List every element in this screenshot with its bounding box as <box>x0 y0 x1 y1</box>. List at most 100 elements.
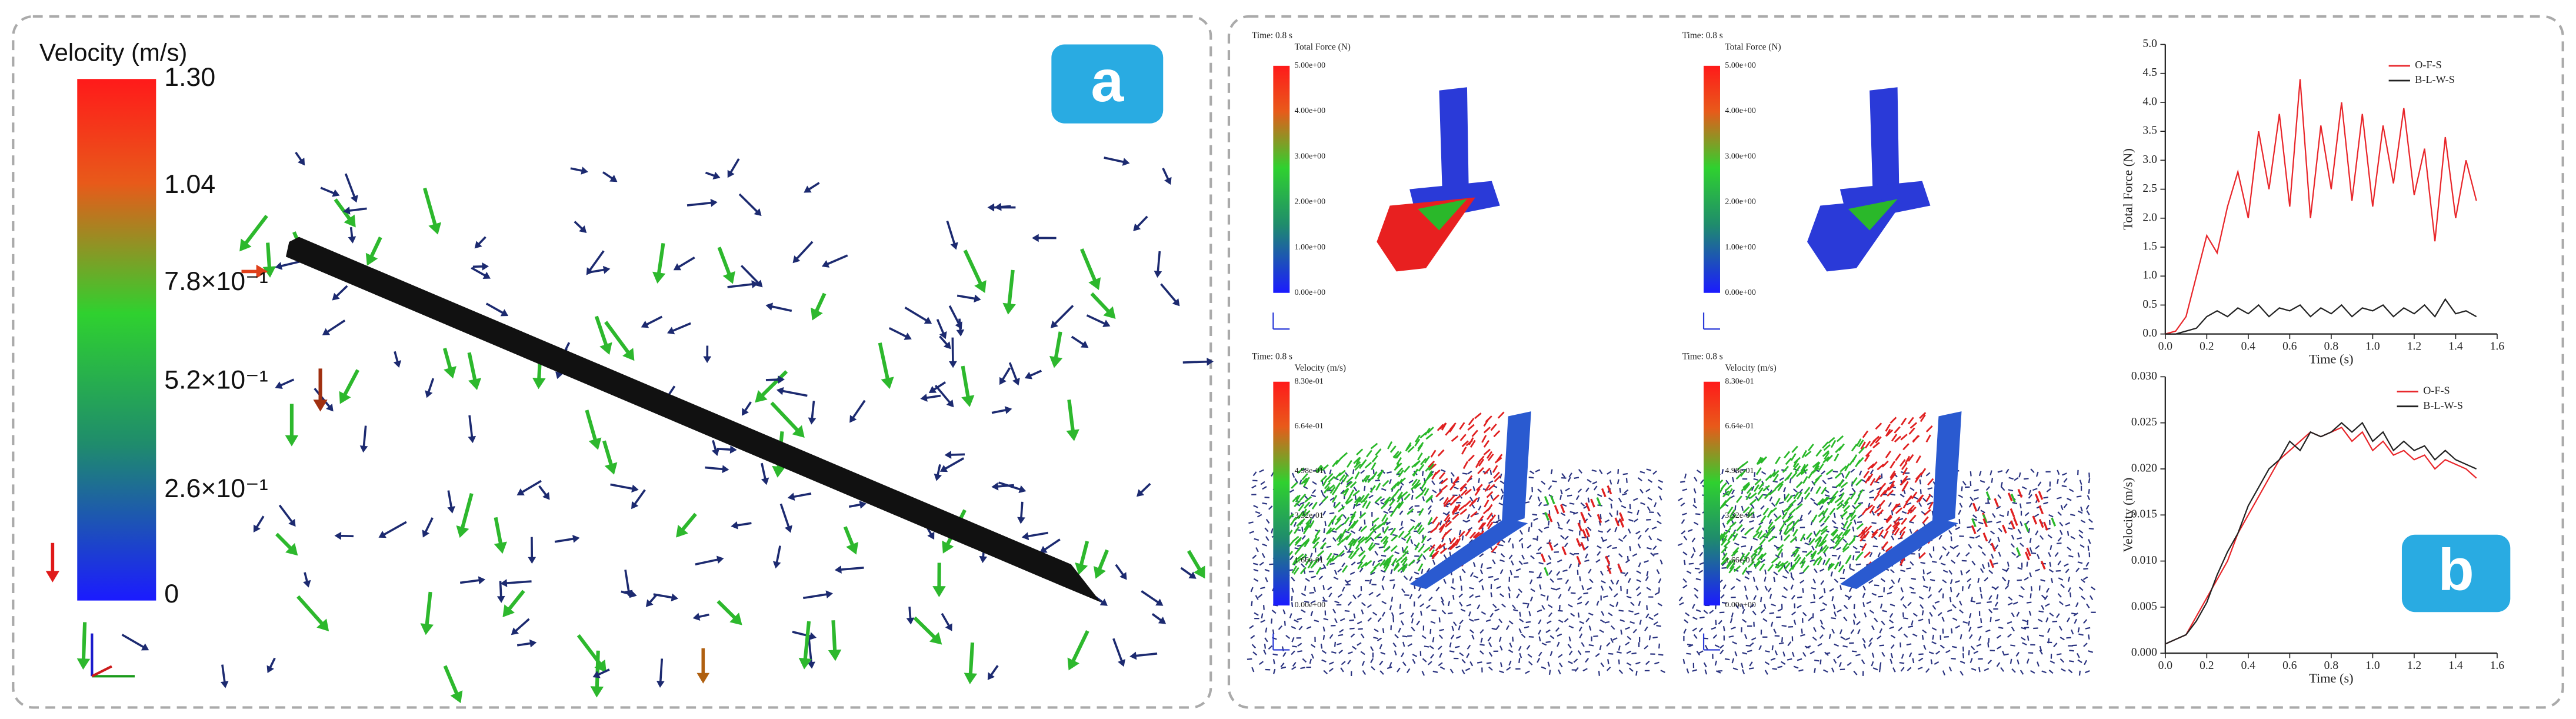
particle <box>1478 505 1482 511</box>
particle <box>1415 492 1423 500</box>
particle <box>1409 594 1413 600</box>
particle <box>1692 604 1695 609</box>
particle <box>1802 652 1807 657</box>
particle <box>2080 520 2086 524</box>
particle <box>1834 611 1837 617</box>
particle <box>2002 568 2007 572</box>
particle <box>1311 600 1316 604</box>
particle <box>1845 556 1851 565</box>
particle <box>1831 534 1839 541</box>
particle <box>1844 463 1850 471</box>
particle <box>2069 650 2074 652</box>
particle <box>1722 557 1729 565</box>
particle <box>1839 585 1842 591</box>
particle <box>1294 538 1301 546</box>
particle <box>1254 612 1259 616</box>
particle <box>1871 522 1877 524</box>
vector <box>941 613 952 631</box>
particle <box>1628 528 1631 534</box>
particle <box>1773 513 1778 518</box>
particle <box>1741 604 1744 610</box>
vector <box>576 634 606 673</box>
particle <box>1720 594 1725 599</box>
vector <box>1129 651 1158 660</box>
particle <box>1519 530 1524 535</box>
particle <box>1819 620 1824 625</box>
particle <box>1982 518 1988 528</box>
particle <box>1541 642 1547 646</box>
particle <box>1315 567 1322 575</box>
particle <box>1547 620 1552 624</box>
particle <box>1500 553 1505 558</box>
particle <box>1945 551 1950 557</box>
particle <box>1379 670 1384 675</box>
particle <box>1865 450 1872 457</box>
particle <box>1471 634 1475 640</box>
vector <box>500 579 532 587</box>
particle <box>1804 450 1812 458</box>
particle <box>1844 497 1851 505</box>
particle <box>1758 521 1764 525</box>
particle <box>1567 644 1572 649</box>
particle <box>1548 570 1552 575</box>
particle <box>1858 447 1865 454</box>
particle <box>1576 555 1582 565</box>
particle <box>2077 627 2080 633</box>
particle <box>2060 584 2065 588</box>
particle <box>1997 494 2002 499</box>
particle <box>1802 588 1804 593</box>
particle <box>1301 508 1307 517</box>
particle <box>1828 563 1835 571</box>
particle <box>1438 542 1446 550</box>
particle <box>1381 488 1387 491</box>
particle <box>1729 531 1736 539</box>
particle <box>1597 551 1601 556</box>
particle <box>2039 650 2043 655</box>
particle <box>2088 650 2094 653</box>
vector <box>239 215 268 252</box>
particle <box>1854 503 1862 510</box>
particle <box>2068 488 2074 492</box>
particle <box>1757 494 1764 502</box>
particle <box>1918 596 1924 600</box>
particle <box>1837 500 1844 507</box>
particle <box>1417 452 1423 461</box>
particle <box>1730 585 1735 590</box>
particle <box>2020 670 2024 675</box>
particle <box>1410 539 1414 544</box>
particle <box>1449 642 1452 648</box>
particle <box>1677 542 1683 547</box>
particle <box>2068 555 2074 558</box>
particle <box>1869 490 1874 494</box>
particle <box>1988 638 1990 643</box>
particle <box>2060 658 2065 663</box>
particle <box>1469 531 1477 539</box>
vector <box>731 521 752 530</box>
particle <box>1303 479 1309 487</box>
particle <box>1538 528 1543 533</box>
y-tick-label: 0.010 <box>2131 554 2157 567</box>
particle <box>1322 469 1327 474</box>
particle <box>1802 565 1809 572</box>
particle <box>1377 637 1382 641</box>
vector <box>538 485 550 500</box>
particle <box>1452 578 1454 584</box>
particle <box>1582 668 1588 672</box>
particle <box>1440 484 1448 492</box>
particle <box>1291 587 1294 593</box>
particle <box>1739 553 1745 561</box>
particle <box>1391 534 1398 542</box>
particle <box>1312 489 1317 494</box>
particle <box>1731 658 1735 664</box>
particle <box>1391 612 1395 618</box>
particle <box>1618 645 1621 651</box>
y-tick-label: 5.0 <box>2142 38 2157 50</box>
particle <box>1856 621 1861 625</box>
particle <box>1810 550 1817 558</box>
particle <box>1538 630 1541 635</box>
particle <box>1786 520 1794 528</box>
particle <box>1831 667 1835 673</box>
particle <box>1825 468 1834 475</box>
particle <box>2019 503 2022 509</box>
particle <box>1863 644 1867 649</box>
